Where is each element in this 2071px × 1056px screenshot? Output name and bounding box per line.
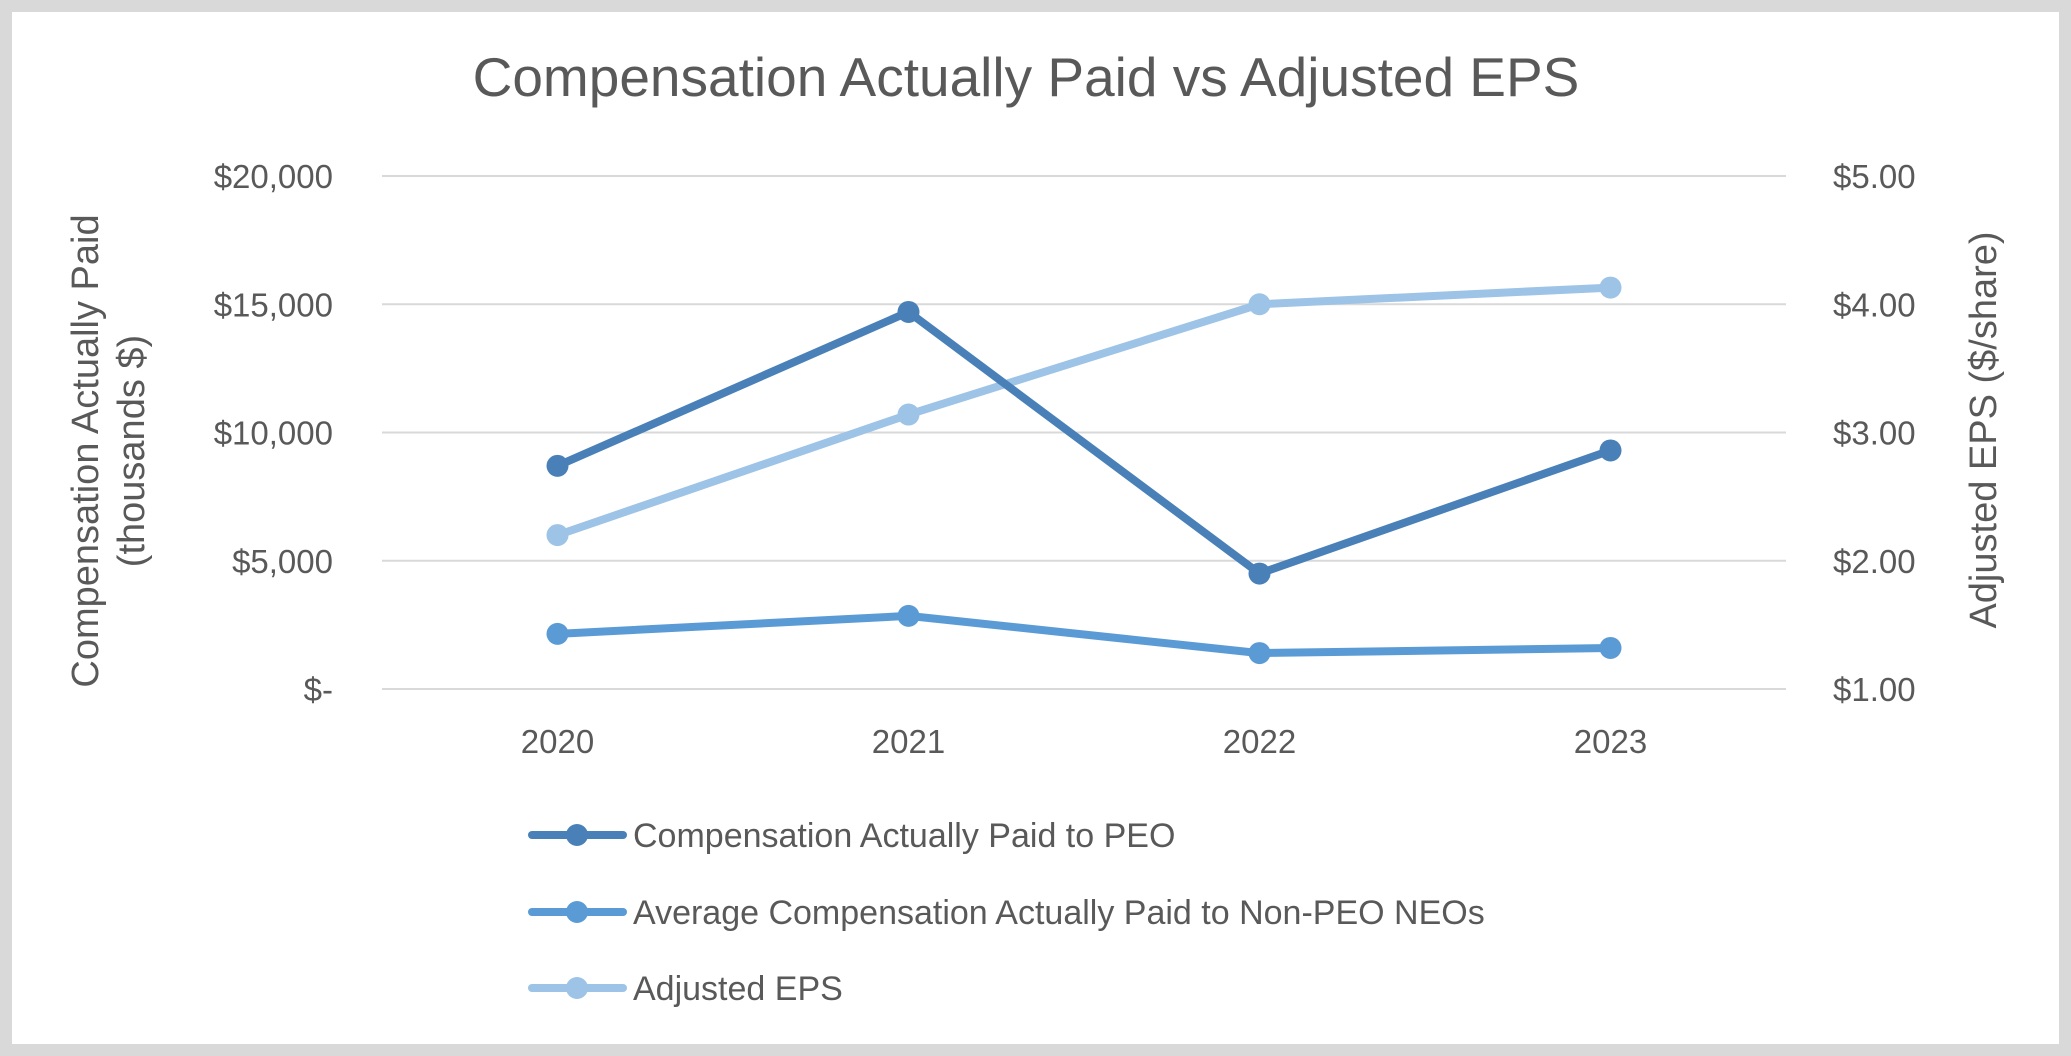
right-tick-label: $2.00 (1833, 543, 1916, 580)
legend-label: Adjusted EPS (633, 970, 843, 1008)
data-point (1248, 642, 1271, 665)
x-tick-label: 2023 (1574, 723, 1647, 760)
series-2 (546, 276, 1622, 547)
series-line (553, 611, 1615, 658)
data-point (897, 403, 920, 426)
x-tick-label: 2022 (1223, 723, 1296, 760)
left-axis-title: Compensation Actually Paid (thousands $) (65, 214, 153, 687)
series-0 (546, 300, 1622, 585)
data-point (1248, 562, 1271, 585)
right-tick-label: $3.00 (1833, 415, 1916, 452)
data-point (1599, 276, 1622, 299)
left-axis-ticks: $- $5,000 $10,000 $15,000 $20,000 (214, 158, 333, 708)
legend-item: Adjusted EPS (528, 970, 843, 1008)
series-layer (546, 276, 1622, 665)
data-point (897, 300, 920, 323)
left-tick-label: $5,000 (232, 543, 333, 580)
left-axis-title-line1: Compensation Actually Paid (65, 214, 107, 687)
legend-label: Average Compensation Actually Paid to No… (633, 894, 1485, 932)
right-tick-label: $4.00 (1833, 286, 1916, 323)
data-point (1248, 293, 1271, 316)
left-axis-title-line2: (thousands $) (111, 335, 153, 567)
legend-marker (566, 977, 588, 999)
legend-item: Average Compensation Actually Paid to No… (528, 894, 1485, 932)
series-1 (546, 604, 1622, 665)
x-axis-ticks: 2020 2021 2022 2023 (521, 723, 1647, 760)
left-tick-label: $- (304, 671, 333, 708)
right-tick-label: $5.00 (1833, 158, 1916, 195)
series-line (553, 307, 1615, 578)
x-tick-label: 2021 (872, 723, 945, 760)
left-tick-label: $10,000 (214, 415, 333, 452)
left-tick-label: $20,000 (214, 158, 333, 195)
legend-item: Compensation Actually Paid to PEO (528, 817, 1175, 855)
legend-label: Compensation Actually Paid to PEO (633, 817, 1175, 855)
right-axis-title: Adjusted EPS ($/share) (1963, 231, 2005, 628)
left-tick-label: $15,000 (214, 286, 333, 323)
legend-marker (566, 824, 588, 846)
data-point (1599, 636, 1622, 659)
data-point (546, 524, 569, 547)
gridlines (382, 175, 1786, 690)
right-tick-label: $1.00 (1833, 671, 1916, 708)
chart-title: Compensation Actually Paid vs Adjusted E… (473, 46, 1580, 108)
data-point (546, 454, 569, 477)
x-tick-label: 2020 (521, 723, 594, 760)
series-line (553, 283, 1615, 540)
data-point (897, 604, 920, 627)
data-point (546, 622, 569, 645)
right-axis-title-text: Adjusted EPS ($/share) (1963, 231, 2005, 628)
legend: Compensation Actually Paid to PEO Average… (528, 817, 1485, 1008)
data-point (1599, 439, 1622, 462)
right-axis-ticks: $1.00 $2.00 $3.00 $4.00 $5.00 (1833, 158, 1916, 708)
legend-marker (566, 901, 588, 923)
